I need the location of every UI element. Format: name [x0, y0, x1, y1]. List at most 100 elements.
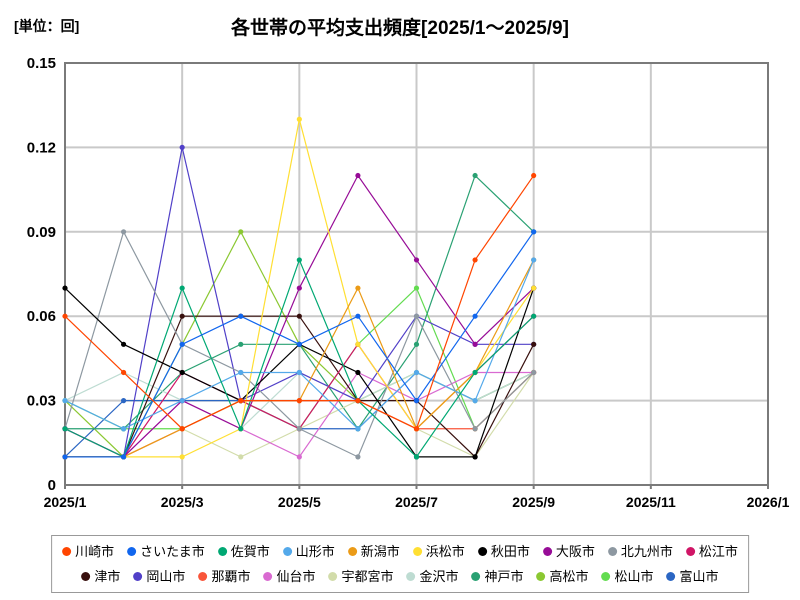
series-point: [62, 313, 68, 319]
series-point: [179, 398, 185, 404]
series-point: [296, 369, 302, 376]
series-point: [179, 454, 185, 460]
legend-item: さいたま市: [127, 539, 205, 564]
x-tick-label: 2025/1: [44, 494, 87, 510]
legend-color-dot: [542, 547, 552, 556]
series-point: [531, 229, 537, 235]
series-point: [472, 341, 478, 347]
series-point: [62, 454, 68, 460]
legend-item: 北九州市: [607, 539, 673, 564]
legend-item: 高松市: [536, 564, 589, 589]
series-point: [472, 172, 478, 179]
x-tick-label: 2026/1: [747, 494, 790, 510]
x-tick-label: 2025/11: [626, 494, 676, 510]
legend-item-label: 仙台市: [276, 569, 316, 584]
plot-area: 0 0.03 0.06 0.09 0.12 0.15 2025/1 2025/3 2025/5 2…: [27, 55, 790, 510]
x-tick-label: 2025/5: [278, 494, 321, 510]
y-tick-label: 0.15: [27, 55, 56, 72]
legend-color-dot: [406, 572, 416, 581]
series-point: [62, 426, 68, 432]
legend-item: 那覇市: [198, 564, 250, 589]
legend-item-label: 川崎市: [75, 544, 115, 559]
legend-item-label: 那覇市: [211, 569, 251, 584]
series-point: [531, 172, 537, 179]
series-point: [296, 313, 302, 319]
series-point: [413, 454, 420, 460]
y-tick-label: 0: [48, 477, 56, 494]
series-point: [413, 285, 420, 291]
legend-color-dot: [412, 547, 422, 556]
series-point: [355, 426, 361, 432]
legend-color-dot: [536, 572, 546, 581]
series-point: [531, 257, 537, 263]
series-point: [179, 369, 185, 376]
series-point: [472, 426, 478, 432]
series-point: [238, 398, 244, 404]
legend-item: 川崎市: [62, 539, 114, 564]
legend-color-dot: [471, 572, 481, 581]
y-tick-label: 0.03: [27, 393, 56, 410]
legend-item-label: 松江市: [698, 544, 738, 559]
legend-item: 金沢市: [406, 564, 459, 589]
series-point: [296, 398, 302, 404]
series-point: [120, 454, 127, 460]
series-point: [296, 285, 302, 291]
series-point: [531, 341, 537, 347]
series-point: [355, 398, 361, 404]
legend-item-label: さいたま市: [140, 544, 205, 559]
legend-item: 津市: [81, 564, 120, 589]
legend-color-dot: [685, 547, 695, 556]
series-point: [355, 172, 361, 179]
series-point: [355, 285, 361, 291]
legend-color-dot: [127, 547, 137, 556]
legend-row: 津市 岡山市 那覇市 仙台市 宇都宮市 金沢市 神戸市 高松市 松山市 富山市: [62, 564, 738, 589]
series-point: [238, 454, 244, 460]
legend-item-label: 神戸市: [484, 569, 524, 584]
legend-color-dot: [347, 547, 357, 556]
series-point: [62, 285, 68, 291]
series-point: [120, 369, 127, 376]
series-point: [238, 313, 244, 319]
unit-label: [単位：回]: [14, 18, 80, 34]
legend-item-label: 佐賀市: [230, 544, 270, 559]
series-point: [179, 144, 185, 150]
legend-item: 浜松市: [412, 539, 465, 564]
legend-item-label: 新潟市: [360, 544, 400, 559]
y-tick-label: 0.06: [27, 308, 56, 325]
legend-color-dot: [601, 572, 611, 581]
series-point: [238, 369, 244, 376]
series-point: [413, 313, 420, 319]
series-point: [472, 313, 478, 319]
series-point: [355, 369, 361, 376]
legend-color-dot: [217, 547, 227, 556]
series-point: [120, 398, 127, 404]
series-point: [355, 454, 361, 460]
legend-item: 松山市: [601, 564, 654, 589]
series-point: [296, 341, 302, 347]
legend-item: 山形市: [282, 539, 335, 564]
series-point: [179, 341, 185, 347]
series-point: [238, 426, 244, 432]
series-point: [413, 257, 420, 263]
series-point: [472, 369, 478, 376]
legend-color-dot: [666, 572, 676, 581]
chart-title: 各世帯の平均支出頻度[2025/1～2025/9]: [231, 18, 569, 39]
series-point: [120, 341, 127, 347]
x-tick-label: 2025/3: [161, 494, 204, 510]
legend-item: 秋田市: [477, 539, 530, 564]
series-point: [531, 369, 537, 376]
legend-item-label: 岡山市: [146, 569, 186, 584]
series-point: [179, 285, 185, 291]
series-point: [413, 398, 420, 404]
legend-color-dot: [282, 547, 292, 556]
legend-item: 新潟市: [347, 539, 400, 564]
series-point: [120, 426, 127, 432]
legend-item: 仙台市: [263, 564, 315, 589]
series-point: [296, 454, 302, 460]
legend-item-label: 金沢市: [419, 569, 459, 584]
series-point: [355, 313, 361, 319]
legend-item-label: 浜松市: [425, 544, 465, 559]
series-point: [238, 341, 244, 347]
legend-color-dot: [607, 547, 617, 556]
series-point: [531, 285, 537, 291]
